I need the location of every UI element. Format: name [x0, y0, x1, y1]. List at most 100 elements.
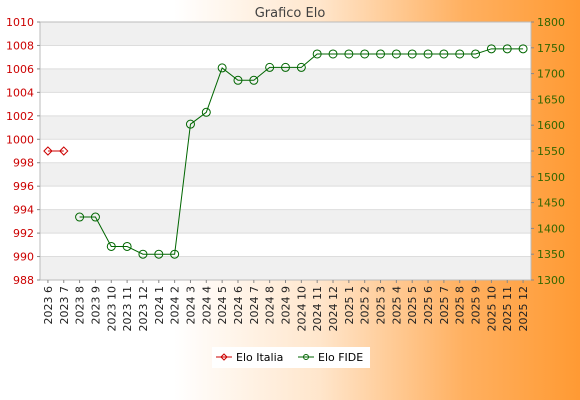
x-tick-label: 2023 11 [121, 286, 134, 332]
plot-background [40, 22, 531, 280]
data-point-elo-fide [138, 249, 148, 259]
plot-area [39, 21, 532, 281]
x-tick-label: 2023 7 [58, 286, 71, 325]
data-point-elo-fide [455, 49, 465, 59]
data-point-elo-fide [249, 75, 259, 85]
data-point-elo-fide [391, 49, 401, 59]
x-tick-label: 2025 5 [406, 286, 419, 325]
x-tick-label: 2025 3 [375, 286, 388, 325]
x-tick-label: 2025 7 [438, 286, 451, 325]
legend-label-elo-fide: Elo FIDE [318, 351, 363, 364]
data-point-elo-fide [185, 119, 195, 129]
x-tick-label: 2024 11 [311, 286, 324, 332]
x-tick-label: 2024 8 [264, 286, 277, 325]
x-tick-label: 2024 6 [232, 286, 245, 325]
data-point-elo-fide [423, 49, 433, 59]
series-line-elo-fide [79, 48, 524, 255]
data-point-elo-fide [312, 49, 322, 59]
data-point-elo-fide [328, 49, 338, 59]
data-point-elo-fide [376, 49, 386, 59]
left-tick-label: 1010 [6, 16, 34, 29]
x-tick-label: 2025 4 [390, 286, 403, 325]
x-tick-label: 2023 8 [74, 286, 87, 325]
series-layer [43, 44, 528, 259]
data-point-elo-fide [407, 49, 417, 59]
right-tick-label: 1350 [537, 248, 565, 261]
x-tick-label: 2024 1 [153, 286, 166, 325]
right-tick-label: 1700 [537, 68, 565, 81]
left-tick-label: 1000 [6, 133, 34, 146]
x-tick-label: 2024 10 [295, 286, 308, 332]
x-axis: 2023 6 2023 7 2023 8 2023 9 2023 10 2023 11 20… [42, 280, 530, 332]
legend: Elo Italia Elo FIDE [212, 347, 370, 368]
x-tick-label: 2025 1 [343, 286, 356, 325]
legend-marker-elo-fide [303, 354, 309, 360]
grid-band [40, 22, 531, 46]
right-tick-label: 1600 [537, 119, 565, 132]
right-tick-label: 1750 [537, 42, 565, 55]
data-point-elo-fide [344, 49, 354, 59]
data-point-elo-fide [296, 62, 306, 72]
left-tick-label: 994 [13, 204, 34, 217]
x-tick-label: 2024 4 [200, 286, 213, 325]
data-point-elo-italia [43, 146, 53, 156]
x-tick-label: 2024 9 [280, 286, 293, 325]
right-tick-label: 1650 [537, 93, 565, 106]
grid-band [40, 162, 531, 187]
data-point-elo-fide [122, 241, 132, 251]
legend-box [212, 347, 370, 368]
grid-band [40, 209, 531, 234]
x-tick-label: 2024 7 [248, 286, 261, 325]
right-tick-label: 1300 [537, 274, 565, 287]
x-tick-label: 2023 6 [42, 286, 55, 325]
legend-marker-elo-italia [220, 353, 228, 361]
x-tick-label: 2025 6 [422, 286, 435, 325]
right-tick-label: 1450 [537, 197, 565, 210]
left-tick-label: 1006 [6, 63, 34, 76]
data-point-elo-fide [486, 44, 496, 54]
x-tick-label: 2023 12 [137, 286, 150, 332]
left-tick-label: 996 [13, 180, 34, 193]
data-point-elo-fide [90, 212, 100, 222]
data-point-elo-fide [201, 107, 211, 117]
left-tick-label: 998 [13, 157, 34, 170]
data-point-elo-fide [439, 49, 449, 59]
left-tick-label: 988 [13, 274, 34, 287]
x-tick-label: 2023 9 [89, 286, 102, 325]
left-tick-label: 1008 [6, 39, 34, 52]
data-point-elo-fide [281, 62, 290, 72]
right-tick-label: 1400 [537, 222, 565, 235]
left-tick-label: 990 [13, 251, 34, 264]
x-tick-label: 2025 2 [359, 286, 372, 325]
data-point-elo-fide [502, 44, 512, 54]
grid-band [40, 68, 531, 93]
x-tick-label: 2025 11 [501, 286, 514, 332]
data-point-elo-fide [106, 241, 116, 251]
right-tick-label: 1800 [537, 16, 565, 29]
x-tick-label: 2024 2 [169, 286, 182, 325]
x-tick-label: 2025 12 [517, 286, 530, 332]
left-tick-label: 992 [13, 227, 34, 240]
x-tick-label: 2023 10 [105, 286, 118, 332]
left-tick-label: 1004 [6, 86, 34, 99]
data-point-elo-fide [471, 49, 481, 59]
data-point-elo-fide [360, 49, 370, 59]
x-tick-label: 2024 5 [216, 286, 229, 325]
grid-band [40, 256, 531, 280]
x-tick-label: 2024 12 [327, 286, 340, 332]
grid-band [40, 115, 531, 140]
right-tick-label: 1500 [537, 171, 565, 184]
data-point-elo-fide [217, 63, 227, 73]
x-tick-label: 2025 8 [454, 286, 467, 325]
legend-label-elo-italia: Elo Italia [236, 351, 283, 364]
data-point-elo-fide [154, 249, 164, 259]
right-axis: 1300 1350 1400 1450 1500 1550 1600 1650 1700 1750… [531, 16, 565, 287]
data-point-elo-fide [518, 44, 528, 54]
chart-title: Grafico Elo [255, 6, 326, 21]
right-tick-label: 1550 [537, 145, 565, 158]
x-tick-label: 2025 10 [485, 286, 498, 332]
data-point-elo-fide [233, 75, 243, 85]
data-point-elo-fide [170, 249, 180, 259]
data-point-elo-fide [75, 212, 85, 222]
